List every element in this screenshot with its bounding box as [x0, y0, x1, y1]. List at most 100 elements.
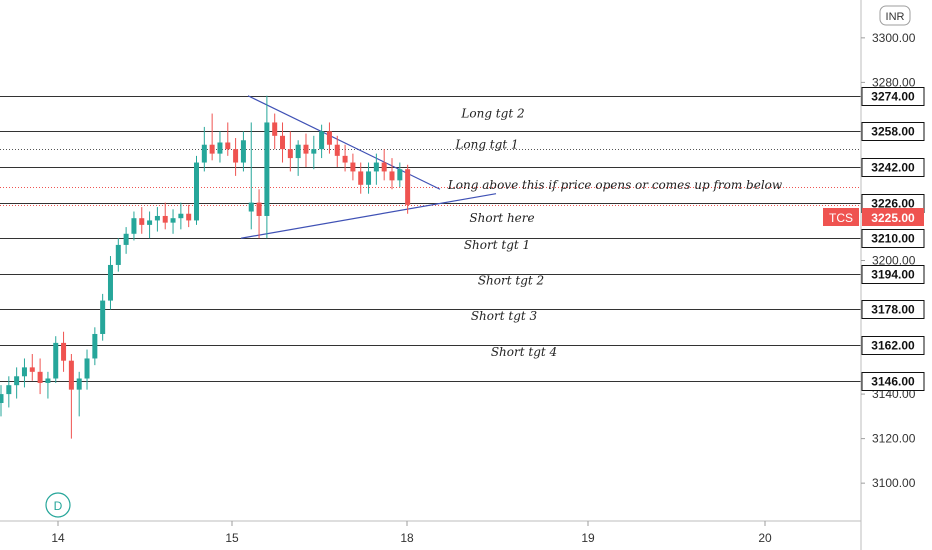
annotation-7: Short tgt 4 [491, 345, 557, 359]
level-label-box-8 [861, 372, 925, 391]
candle-body-39 [303, 144, 309, 154]
candle-body-47 [366, 171, 372, 185]
symbol-label: TCS [829, 211, 853, 225]
candle-body-9 [68, 360, 74, 390]
candle-body-33 [256, 202, 262, 216]
level-label-3: 3226.00 [871, 197, 915, 211]
candle-body-2 [14, 376, 20, 386]
candle-body-7 [53, 342, 59, 379]
x-tick-label-0: 14 [51, 531, 65, 545]
last-price-label: 3225.00 [871, 211, 915, 225]
level-label-box-6 [861, 300, 925, 319]
candle-body-12 [92, 333, 98, 359]
lower-trendline [240, 193, 497, 239]
x-tick-label-4: 20 [758, 531, 772, 545]
level-label-box-7 [861, 336, 925, 355]
currency-button[interactable]: INR [879, 5, 911, 26]
candle-body-52 [405, 169, 411, 205]
candle-body-38 [295, 144, 301, 159]
candle-body-13 [100, 300, 106, 334]
level-label-box-2 [861, 158, 925, 177]
candle-body-17 [131, 218, 137, 234]
candle-body-20 [154, 215, 160, 221]
level-label-box-1 [861, 122, 925, 141]
candle-body-21 [162, 215, 168, 223]
candle-body-19 [147, 220, 153, 225]
candle-body-8 [61, 342, 67, 361]
level-label-6: 3178.00 [871, 303, 915, 317]
candle-body-16 [123, 233, 129, 245]
candle-body-48 [373, 162, 379, 172]
candle-body-40 [311, 149, 317, 154]
annotation-2: Long above this if price opens or comes … [447, 178, 783, 192]
candle-body-29 [225, 142, 231, 150]
level-label-1: 3258.00 [871, 125, 915, 139]
level-label-5: 3194.00 [871, 268, 915, 282]
annotation-1: Long tgt 1 [454, 138, 518, 152]
annotation-0: Long tgt 2 [460, 107, 524, 121]
candle-body-1 [6, 385, 12, 395]
last-price-badge: TCS 3225.00 [823, 208, 924, 226]
candle-body-35 [272, 122, 278, 136]
x-tick-label-1: 15 [225, 531, 239, 545]
interval-badge[interactable]: D [45, 492, 71, 518]
candle-body-25 [194, 162, 199, 221]
y-tick-label-2: 3200.00 [872, 254, 916, 268]
candle-body-44 [342, 155, 348, 163]
level-label-box-5 [861, 265, 925, 284]
candle-body-27 [209, 144, 215, 154]
candle-body-22 [170, 218, 176, 223]
level-label-8: 3146.00 [871, 375, 915, 389]
y-tick-label-1: 3280.00 [872, 75, 916, 89]
annotation-3: Short here [469, 211, 534, 225]
candle-body-24 [186, 213, 192, 221]
candle-body-46 [358, 171, 364, 185]
y-tick-label-4: 3120.00 [872, 432, 916, 446]
candle-body-32 [248, 202, 254, 212]
candle-body-43 [334, 144, 340, 156]
candle-body-30 [233, 149, 239, 163]
candle-body-14 [107, 264, 113, 301]
candle-body-3 [21, 367, 27, 377]
candle-body-10 [76, 378, 82, 390]
candle-body-45 [350, 162, 356, 172]
level-label-box-4 [861, 229, 925, 248]
candle-body-28 [217, 142, 223, 154]
candles [0, 95, 411, 439]
candle-body-49 [381, 162, 387, 172]
candle-body-36 [280, 135, 286, 150]
candle-body-42 [326, 131, 332, 145]
level-label-7: 3162.00 [871, 339, 915, 353]
annotation-6: Short tgt 3 [471, 309, 538, 323]
x-tick-label-2: 18 [400, 531, 414, 545]
level-label-4: 3210.00 [871, 232, 915, 246]
candle-body-23 [178, 213, 184, 219]
level-label-0: 3274.00 [871, 90, 915, 104]
annotation-5: Short tgt 2 [478, 274, 544, 288]
candle-body-6 [45, 378, 51, 383]
candle-body-15 [115, 244, 121, 265]
x-tick-label-3: 19 [581, 531, 595, 545]
symbol-badge-bg [823, 208, 859, 226]
interval-label: D [54, 499, 63, 513]
annotations: Long tgt 2 Long tgt 1 Long above this if p… [447, 107, 783, 359]
level-label-2: 3242.00 [871, 161, 915, 175]
candle-body-4 [29, 367, 35, 372]
time-axis[interactable]: 14 15 18 19 20 [51, 521, 772, 545]
y-tick-label-0: 3300.00 [872, 31, 916, 45]
candle-body-11 [84, 358, 90, 379]
candle-body-5 [37, 371, 43, 383]
price-badge-bg [862, 208, 924, 226]
level-label-box-0 [861, 87, 925, 106]
currency-label: INR [886, 11, 905, 23]
candle-body-18 [139, 218, 145, 225]
y-tick-label-5: 3100.00 [872, 476, 916, 490]
candle-body-41 [319, 131, 325, 150]
dotted-lines [0, 149, 861, 206]
level-lines [0, 96, 861, 382]
level-price-labels: 3274.00 3258.00 3242.00 3226.00 3210.00 3194.… [861, 87, 925, 391]
candle-body-51 [397, 169, 403, 181]
candle-body-50 [389, 171, 395, 181]
annotation-4: Short tgt 1 [464, 238, 530, 252]
